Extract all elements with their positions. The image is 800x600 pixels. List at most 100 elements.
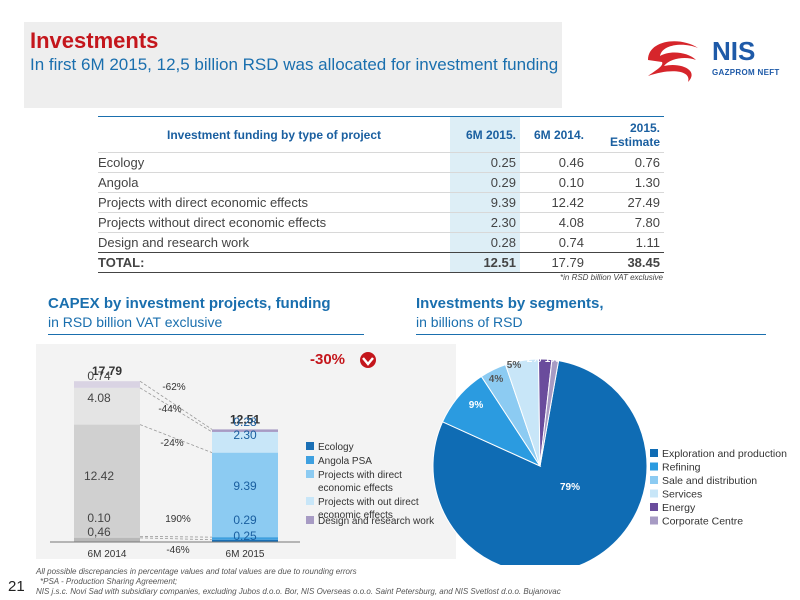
total-label: TOTAL: (98, 252, 450, 273)
row-label: Design and research work (98, 232, 450, 253)
legend-entry: Exploration and production (650, 448, 787, 460)
down-arrow-chevron (362, 357, 374, 366)
capex-title: CAPEX by investment projects, funding (48, 295, 331, 312)
table-header-6m2015: 6M 2015. (450, 116, 520, 153)
legend-label: Design and research work (318, 516, 435, 527)
pie-value-label: 4% (489, 374, 504, 385)
row-value: 0.76 (588, 152, 664, 173)
table-row: Design and research work 0.28 0.74 1.11 (98, 232, 664, 253)
pie-value-label: 9% (469, 400, 484, 411)
legend-swatch (650, 462, 658, 471)
x-tick-label: 6M 2014 (88, 549, 127, 560)
bar-segment (74, 536, 140, 538)
page-title: Investments (30, 28, 159, 53)
table-row: Projects without direct economic effects… (98, 212, 664, 233)
change-percent-label: -24% (160, 438, 183, 449)
footnote: NIS j.s.c. Novi Sad with subsidiary comp… (36, 587, 561, 596)
capex-bar-chart: 6M 2014 17.79 6M 2015 12.51 0,460.10 12.42 4.0… (36, 344, 456, 560)
row-value: 7.80 (588, 212, 664, 233)
bar-segment (74, 387, 140, 425)
bar-segment (212, 537, 278, 540)
change-label: -30% (310, 351, 345, 368)
total-value: 12.51 (450, 252, 520, 273)
row-label: Projects with direct economic effects (98, 192, 450, 213)
segment-value-label: 0,46 (87, 525, 111, 539)
pie-value-label: 1% (545, 354, 560, 365)
total-value: 38.45 (588, 252, 664, 273)
row-value: 0.28 (450, 232, 520, 253)
connector-line (139, 535, 213, 538)
capex-subtitle: in RSD billion VAT exclusive (48, 314, 223, 330)
table-header-estimate: 2015. Estimate (588, 116, 664, 153)
legend-swatch (650, 516, 658, 525)
pie-value-label: 2% (527, 354, 542, 365)
legend-entry: Energy (650, 502, 696, 514)
footnote: All possible discrepancies in percentage… (36, 567, 357, 576)
table-note: *in RSD billion VAT exclusive (560, 273, 664, 282)
legend-swatch (306, 442, 314, 450)
row-value: 0.74 (520, 232, 588, 253)
connector-line (139, 380, 213, 430)
change-percent-label: -62% (162, 382, 185, 393)
connector-line (139, 387, 213, 433)
bar-total-label: 17.79 (92, 364, 122, 378)
row-value: 27.49 (588, 192, 664, 213)
segment-value-label: 0.10 (87, 511, 111, 525)
legend-swatch (306, 497, 314, 505)
row-label: Projects without direct economic effects (98, 212, 450, 233)
row-value: 4.08 (520, 212, 588, 233)
change-percent-label: 190% (165, 514, 191, 525)
change-percent-label: -44% (158, 404, 181, 415)
row-value: 2.30 (450, 212, 520, 233)
total-value: 17.79 (520, 252, 588, 273)
pie-value-label: 79% (560, 482, 580, 493)
segments-divider (416, 334, 766, 335)
row-value: 0.10 (520, 172, 588, 193)
pie-slice (432, 360, 648, 565)
legend-swatch (650, 449, 658, 457)
legend-entry: Refining (650, 462, 701, 474)
legend-label: Sale and distribution (662, 475, 757, 487)
legend-entry: Services (650, 489, 702, 501)
table-row: Angola 0.29 0.10 1.30 (98, 172, 664, 193)
segment-value-label: 0.25 (233, 529, 257, 543)
segment-value-label: 12.42 (84, 469, 114, 483)
row-label: Ecology (98, 152, 450, 173)
legend-label: Angola PSA (318, 456, 372, 467)
segment-value-label: 0.74 (87, 369, 111, 383)
bar-segment (212, 431, 278, 453)
legend-swatch (650, 503, 658, 511)
table-total-row: TOTAL: 12.51 17.79 38.45 (98, 252, 664, 273)
bar-segment (74, 424, 140, 537)
legend-entry: Sale and distribution (650, 475, 757, 487)
row-value: 0.29 (450, 172, 520, 193)
bar-total-label: 12.51 (230, 412, 260, 426)
connector-line (139, 424, 213, 454)
legend-label: Services (662, 489, 702, 501)
connector-line (139, 537, 213, 541)
table-row: Ecology 0.25 0.46 0.76 (98, 152, 664, 173)
legend-label: Corporate Centre (662, 516, 743, 528)
segments-title: Investments by segments, (416, 295, 604, 312)
investment-table: Investment funding by type of project 6M… (98, 116, 664, 273)
bar-segment (212, 539, 278, 542)
legend-entry: Design and research work (306, 516, 435, 527)
legend-entry: Projects with direct economic effects (306, 470, 402, 494)
header-box (24, 22, 562, 108)
bar-segment (212, 452, 278, 538)
segment-value-label: 4.08 (87, 391, 111, 405)
segment-value-label: 0.29 (233, 513, 257, 527)
legend-swatch (306, 456, 314, 464)
segment-value-label: 2.30 (233, 428, 257, 442)
table-row: Projects with direct economic effects 9.… (98, 192, 664, 213)
logo-text: NIS (712, 36, 756, 66)
row-value: 0.46 (520, 152, 588, 173)
x-tick-label: 6M 2015 (226, 549, 265, 560)
table-header-6m2014: 6M 2014. (520, 116, 588, 153)
row-value: 9.39 (450, 192, 520, 213)
pie-slice (539, 359, 560, 467)
row-value: 1.30 (588, 172, 664, 193)
segments-pie-chart: 79% 9% 4%5% 2% 1% Exploration and production… (432, 354, 787, 565)
bar-segment (74, 381, 140, 388)
legend-entry: Corporate Centre (650, 516, 743, 528)
